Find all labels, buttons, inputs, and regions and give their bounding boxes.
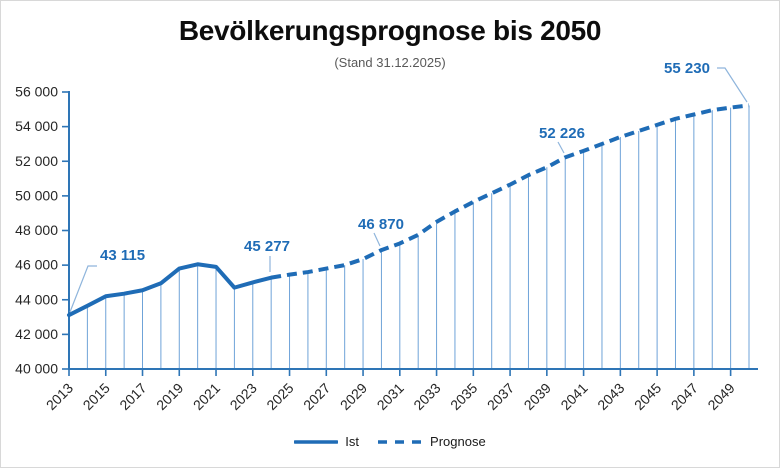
x-tick-label: 2017 (116, 380, 149, 413)
x-tick-label: 2031 (374, 380, 407, 413)
data-label: 43 115 (100, 247, 145, 264)
x-tick-label: 2041 (557, 380, 590, 413)
x-tick-label: 2013 (43, 380, 76, 413)
y-tick-label: 42 000 (15, 326, 58, 342)
y-tick-label: 52 000 (15, 153, 58, 169)
x-tick-label: 2045 (631, 380, 664, 413)
x-tick-label: 2033 (410, 380, 443, 413)
x-tick-label: 2027 (300, 380, 333, 413)
x-tick-label: 2029 (337, 380, 370, 413)
y-tick-label: 46 000 (15, 257, 58, 273)
legend-item-ist: Ist (294, 434, 359, 449)
y-tick-label: 50 000 (15, 187, 58, 203)
chart-subtitle: (Stand 31.12.2025) (334, 55, 446, 70)
y-tick-label: 48 000 (15, 222, 58, 238)
x-tick-label: 2043 (594, 380, 627, 413)
legend: Ist Prognose (1, 434, 779, 449)
x-tick-label: 2035 (447, 380, 480, 413)
ist-line-swatch (294, 439, 339, 444)
legend-item-prognose: Prognose (377, 434, 486, 449)
y-tick-label: 56 000 (15, 84, 58, 100)
x-tick-label: 2015 (80, 380, 113, 413)
label-leader-line (69, 265, 97, 313)
data-label: 46 870 (358, 216, 404, 233)
prognose-line (270, 103, 750, 280)
y-tick-label: 40 000 (15, 361, 58, 377)
ist-line (67, 262, 274, 318)
legend-label-prognose: Prognose (430, 434, 486, 449)
y-tick-label: 54 000 (15, 118, 58, 134)
x-tick-label: 2047 (668, 380, 701, 413)
label-leader-line (373, 232, 381, 247)
data-label: 45 277 (244, 238, 290, 255)
x-tick-label: 2025 (263, 380, 296, 413)
label-leader-line (557, 141, 565, 154)
x-tick-label: 2037 (484, 380, 517, 413)
data-label: 55 230 (664, 60, 710, 77)
x-tick-label: 2049 (704, 380, 737, 413)
x-tick-label: 2019 (153, 380, 186, 413)
label-leader-line (717, 67, 748, 103)
data-label: 52 226 (539, 125, 585, 142)
prognose-line-swatch (378, 439, 423, 444)
y-tick-label: 44 000 (15, 291, 58, 307)
x-tick-label: 2021 (190, 380, 223, 413)
x-tick-label: 2039 (521, 380, 554, 413)
legend-label-ist: Ist (345, 434, 360, 449)
chart-title: Bevölkerungsprognose bis 2050 (178, 15, 602, 46)
x-tick-label: 2023 (227, 380, 260, 413)
